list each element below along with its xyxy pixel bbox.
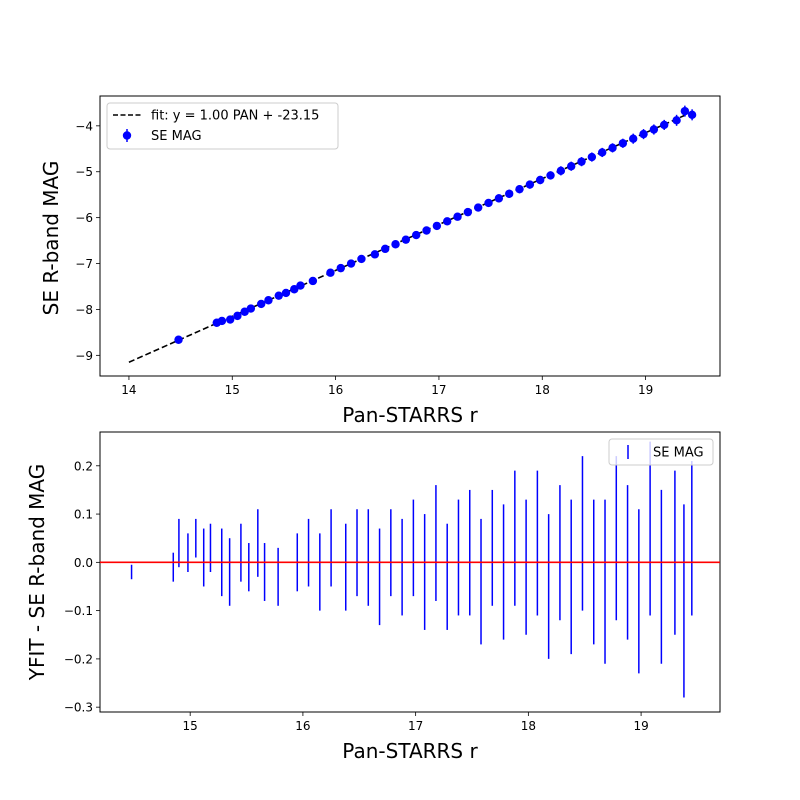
data-point [346,259,356,268]
top-x-tick-label: 15 [225,383,240,397]
data-point [587,152,597,162]
bottom-x-axis-label: Pan-STARRS r [342,739,478,763]
legend-marker-dot-icon [122,131,132,140]
data-point [494,194,504,203]
bottom-x-tick-label: 15 [183,719,198,733]
data-point [505,189,514,198]
data-point [577,157,586,166]
bottom-legend-box [608,438,714,466]
bottom-y-axis-label: YFIT - SE R-band MAG [25,464,49,682]
data-point [401,235,411,244]
top-panel: 14 15 16 17 18 19 −9 −8 −7 −6 −5 −4 Pan-STARRS r SE… [39,95,721,427]
data-point [381,244,390,254]
bottom-y-tick-label: −0.3 [64,701,93,715]
data-point [326,268,335,277]
data-point [370,250,380,259]
data-point [432,221,442,231]
top-y-tick-label: −8 [75,303,93,317]
data-point [274,291,283,300]
top-data-layer [128,105,697,363]
data-point [296,281,305,290]
data-point [264,296,273,305]
data-point [649,125,659,134]
bottom-x-tick-label: 18 [521,719,536,733]
top-y-tick-label: −5 [75,165,93,179]
data-point [618,139,628,148]
data-point [463,207,473,217]
top-y-tick-label: −9 [75,349,93,363]
bottom-legend: SE MAG [608,438,714,466]
bottom-x-tick-label: 17 [408,719,423,733]
data-point [290,285,299,294]
data-point [233,311,242,321]
bottom-y-tick-label: 0.2 [74,459,93,473]
data-point [515,184,524,194]
data-point [687,110,697,120]
top-y-tick-label: −4 [75,119,93,133]
bottom-y-tick-label: 0.0 [74,556,93,570]
data-point [525,180,535,189]
legend-fit-label: fit: y = 1.00 PAN + -23.15 [151,109,319,124]
data-point [680,106,690,116]
bottom-data-layer [100,441,720,698]
data-point [357,254,366,264]
data-point [246,304,256,313]
data-point [598,148,607,157]
data-point [608,143,617,153]
bottom-legend-series-label: SE MAG [653,446,704,461]
data-point [484,198,493,208]
top-x-tick-label: 16 [328,383,343,397]
data-point [412,230,421,240]
data-point [391,240,400,249]
bottom-plot-frame [99,431,721,713]
top-x-tick-label: 18 [535,383,550,397]
top-x-axis-label: Pan-STARRS r [342,403,478,427]
data-point [257,299,266,309]
top-legend-box [106,102,339,150]
data-point [474,203,483,212]
bottom-y-tick-label: −0.2 [64,652,93,666]
data-point [336,263,345,273]
data-point [556,166,566,176]
data-point [226,315,235,324]
data-point [546,171,555,180]
top-y-axis-label: SE R-band MAG [39,161,63,316]
top-x-tick-label: 19 [638,383,653,397]
bottom-panel: 15 16 17 18 19 −0.3 −0.2 −0.1 0.0 0.1 0.2 Pan-STAR… [25,431,721,763]
top-y-tick-label: −6 [75,211,93,225]
data-point [567,162,576,171]
top-x-tick-label: 14 [121,383,136,397]
top-plot-frame [99,95,721,377]
data-point [281,288,291,298]
data-point [174,335,183,344]
top-axis-ticks: 14 15 16 17 18 19 −9 −8 −7 −6 −5 −4 [75,119,653,397]
data-point [629,134,638,143]
data-point [453,212,462,221]
bottom-axis-ticks: 15 16 17 18 19 −0.3 −0.2 −0.1 0.0 0.1 0.2 [64,459,649,733]
data-point [660,120,669,130]
top-x-tick-label: 17 [431,383,446,397]
bottom-x-tick-label: 19 [633,719,648,733]
top-legend: fit: y = 1.00 PAN + -23.15 SE MAG [106,102,339,150]
data-point [422,226,431,235]
bottom-y-tick-label: −0.1 [64,604,93,618]
data-point [443,217,452,226]
data-point [536,175,545,185]
bottom-y-tick-label: 0.1 [74,508,93,522]
data-point [308,276,318,286]
bottom-x-tick-label: 16 [295,719,310,733]
data-point [639,129,648,139]
data-point [672,116,681,125]
data-point [240,307,249,316]
data-point [217,316,227,326]
legend-series-label: SE MAG [151,129,202,144]
top-y-tick-label: −7 [75,257,93,271]
